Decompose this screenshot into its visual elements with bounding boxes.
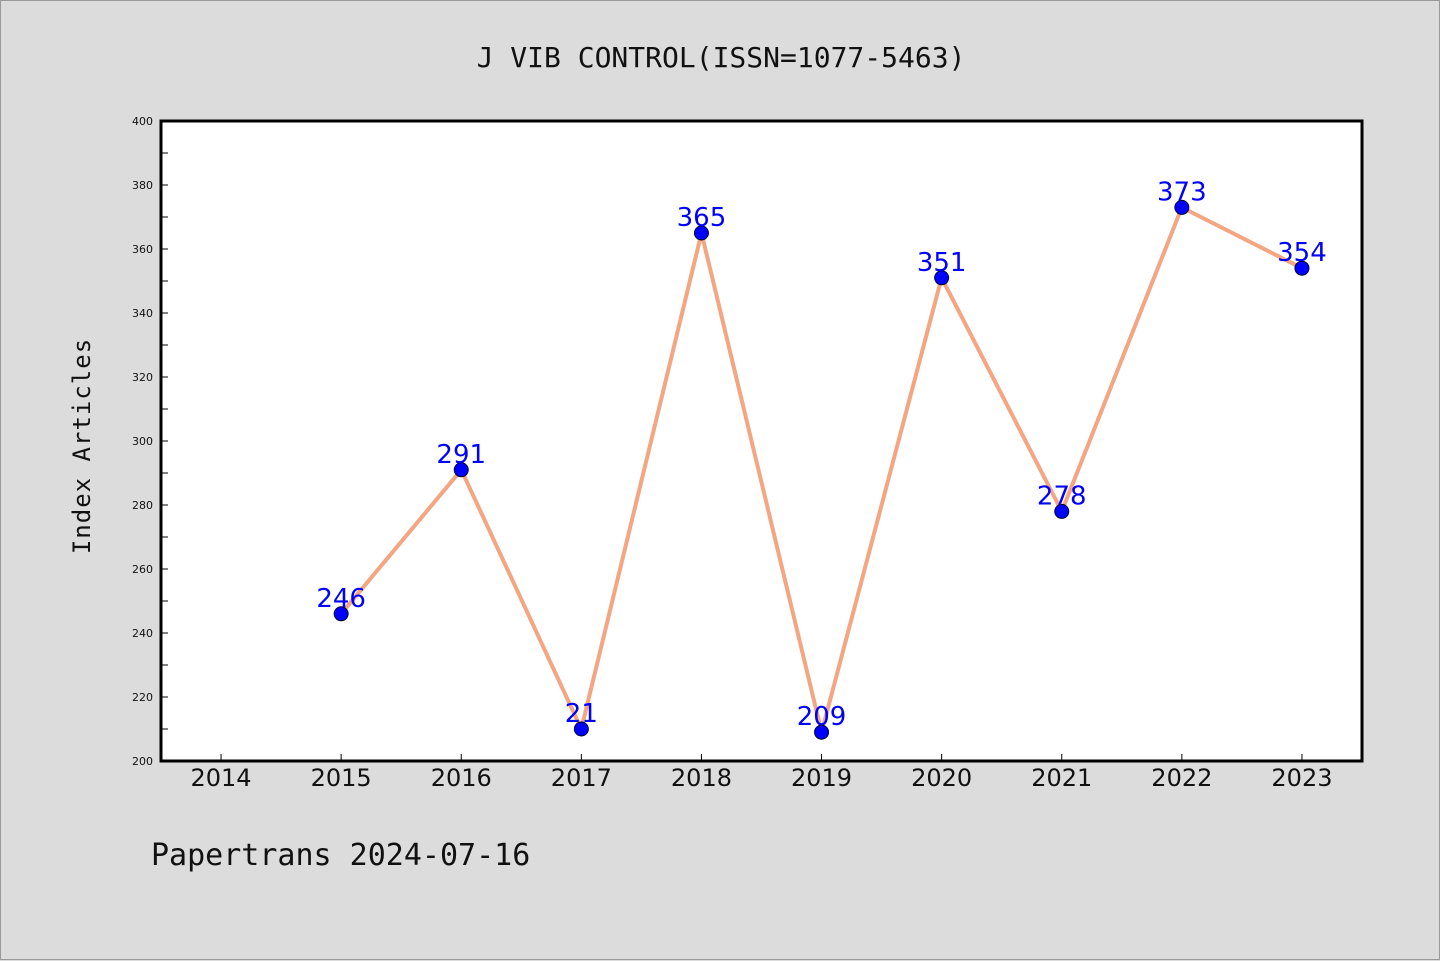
footer-credit: Papertrans 2024-07-16 xyxy=(151,838,530,873)
data-point xyxy=(693,225,709,241)
data-point xyxy=(573,721,589,737)
x-tick-label: 2017 xyxy=(551,764,612,792)
y-axis: 200 220 240 260 280 300 320 340 360 380 400 xyxy=(132,115,168,768)
data-point xyxy=(333,606,349,622)
data-point xyxy=(814,724,830,740)
data-point xyxy=(1054,503,1070,519)
data-label: 351 xyxy=(917,248,967,278)
y-tick-label: 320 xyxy=(132,371,153,384)
x-axis: 2014 2015 2016 2017 2018 2019 2020 2021 2022 2023 xyxy=(191,754,1332,792)
y-tick-label: 200 xyxy=(132,755,153,768)
y-axis-label: Index Articles xyxy=(68,338,96,554)
chart-title: J VIB CONTROL(ISSN=1077-5463) xyxy=(477,41,966,74)
data-label: 365 xyxy=(677,203,727,233)
x-tick-label: 2020 xyxy=(911,764,972,792)
data-label: 209 xyxy=(797,702,847,732)
y-tick-label: 360 xyxy=(132,243,153,256)
data-label: 291 xyxy=(436,440,486,470)
data-label: 21 xyxy=(565,699,598,729)
data-point xyxy=(1294,260,1310,276)
plot-border xyxy=(159,119,1364,763)
y-tick-label: 220 xyxy=(132,691,153,704)
data-label: 278 xyxy=(1037,481,1087,511)
series-markers xyxy=(333,199,1310,740)
data-label: 354 xyxy=(1277,238,1327,268)
data-point xyxy=(934,270,950,286)
y-tick-label: 260 xyxy=(132,563,153,576)
x-tick-label: 2015 xyxy=(311,764,372,792)
y-tick-label: 240 xyxy=(132,627,153,640)
y-tick-label: 400 xyxy=(132,115,153,128)
x-tick-label: 2014 xyxy=(191,764,252,792)
y-tick-label: 280 xyxy=(132,499,153,512)
x-tick-label: 2018 xyxy=(671,764,732,792)
x-tick-label: 2022 xyxy=(1151,764,1212,792)
x-tick-label: 2016 xyxy=(431,764,492,792)
y-tick-label: 380 xyxy=(132,179,153,192)
data-point xyxy=(1174,199,1190,215)
x-tick-label: 2019 xyxy=(791,764,852,792)
data-label: 373 xyxy=(1157,177,1207,207)
data-labels: 246 291 21 365 209 351 278 373 354 xyxy=(316,177,1326,732)
plot-area xyxy=(161,121,1362,761)
data-label: 246 xyxy=(316,584,366,614)
data-point xyxy=(453,462,469,478)
x-tick-label: 2021 xyxy=(1031,764,1092,792)
y-tick-label: 300 xyxy=(132,435,153,448)
y-tick-label: 340 xyxy=(132,307,153,320)
x-tick-label: 2023 xyxy=(1271,764,1332,792)
